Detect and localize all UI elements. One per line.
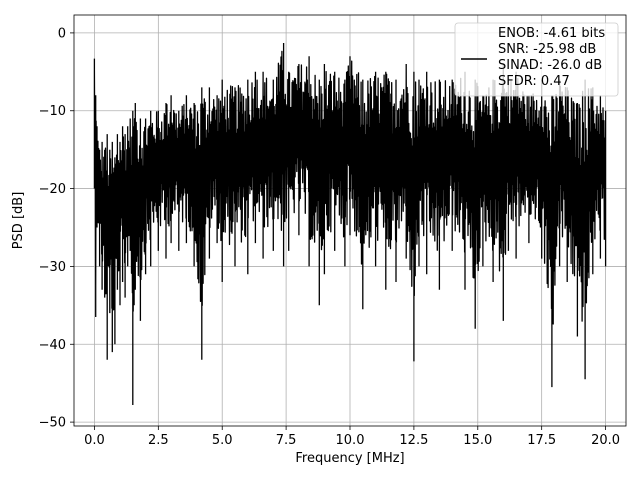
y-tick-label: −50 — [39, 416, 66, 431]
y-axis: 0 −10 −20 −30 −40 −50 — [39, 26, 74, 431]
x-tick-label: 0.0 — [84, 433, 105, 448]
y-tick-label: −40 — [39, 338, 66, 353]
x-tick-label: 10.0 — [336, 433, 365, 448]
x-tick-label: 20.0 — [591, 433, 620, 448]
psd-series-line — [93, 43, 607, 405]
x-axis: 0.0 2.5 5.0 7.5 10.0 12.5 15.0 17.5 20.0 — [84, 426, 620, 448]
y-tick-label: −30 — [39, 260, 66, 275]
x-tick-label: 2.5 — [148, 433, 169, 448]
y-tick-label: 0 — [58, 26, 66, 41]
x-axis-label: Frequency [MHz] — [295, 451, 404, 466]
legend-box — [454, 22, 619, 97]
legend-entry-enob: ENOB: -4.61 bits — [498, 26, 605, 41]
x-tick-label: 15.0 — [463, 433, 492, 448]
legend-entry-sinad: SINAD: -26.0 dB — [498, 58, 602, 73]
x-tick-label: 7.5 — [276, 433, 297, 448]
x-tick-label: 17.5 — [527, 433, 556, 448]
y-axis-label: PSD [dB] — [11, 192, 26, 250]
x-tick-label: 12.5 — [399, 433, 428, 448]
plot-area — [93, 43, 607, 405]
y-tick-label: −20 — [39, 182, 66, 197]
legend: ENOB: -4.61 bits SNR: -25.98 dB SINAD: -… — [454, 22, 619, 97]
legend-entry-sfdr: SFDR: 0.47 — [498, 74, 570, 89]
x-tick-label: 5.0 — [212, 433, 233, 448]
y-tick-label: −10 — [39, 104, 66, 119]
legend-entry-snr: SNR: -25.98 dB — [498, 42, 596, 57]
